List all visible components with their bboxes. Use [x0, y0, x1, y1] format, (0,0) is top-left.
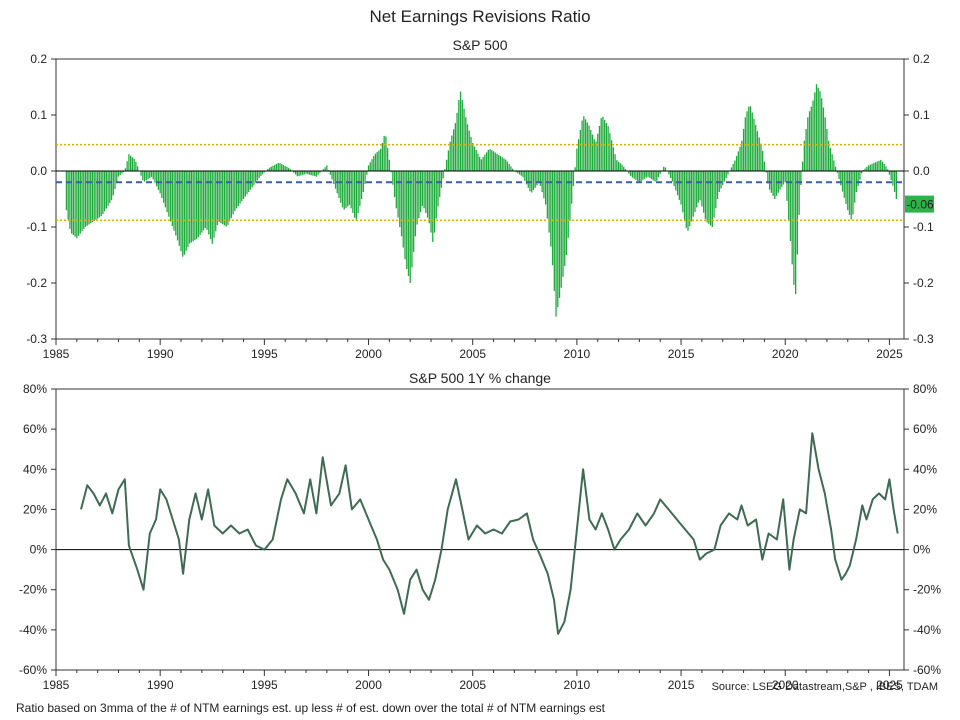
- y-tick-label-left: -0.3: [26, 332, 47, 346]
- last-value-label: -0.06: [906, 198, 934, 212]
- x-tick-label: 2000: [355, 678, 382, 692]
- revisions-x-axis: 1985 1990 1995 2000 2005 2010 2015 2020 2025: [43, 339, 903, 361]
- y-tick-label-right: 0.0: [913, 164, 930, 178]
- x-tick-label: 1990: [147, 678, 174, 692]
- change-x-axis: 1985 1990 1995 2000 2005 2010 2015 2020 2025: [43, 670, 903, 692]
- x-tick-label: 1985: [43, 678, 70, 692]
- y-tick-label-left: 80%: [23, 382, 47, 396]
- sp500-1y-change-series: [80, 432, 899, 635]
- y-tick-label-right: 80%: [913, 382, 937, 396]
- x-tick-label: 2005: [459, 347, 486, 361]
- y-tick-label-left: -0.2: [26, 276, 47, 290]
- revisions-bars: [65, 84, 898, 317]
- x-tick-label: 2005: [459, 678, 486, 692]
- y-tick-label-left: -60%: [19, 663, 47, 677]
- y-tick-label-right: 40%: [913, 462, 937, 476]
- y-tick-label-left: 60%: [23, 422, 47, 436]
- x-tick-label: 2025: [876, 347, 903, 361]
- y-tick-label-left: 0.1: [30, 108, 47, 122]
- change-y-axis: 80% 80% 60% 60% 40% 40% 20% 20% 0% 0% -20% -20% -40%…: [19, 382, 941, 677]
- y-tick-label-right: -0.1: [913, 220, 934, 234]
- y-tick-label-left: 20%: [23, 502, 47, 516]
- sp500-change-line: [80, 432, 899, 635]
- x-tick-label: 2015: [668, 678, 695, 692]
- y-tick-label-right: -0.2: [913, 276, 934, 290]
- y-tick-label-right: 0%: [913, 543, 931, 557]
- x-tick-label: 2015: [668, 347, 695, 361]
- x-tick-label: 1985: [43, 347, 70, 361]
- revisions-plot-area: [55, 58, 905, 340]
- x-tick-label: 2010: [564, 678, 591, 692]
- revisions-y-axis: 0.2 0.2 0.1 0.1 0.0 0.0 -0.1 -0.1 -0.2 -0.2 -0.3 -0…: [26, 52, 934, 346]
- y-tick-label-right: 60%: [913, 422, 937, 436]
- change-panel-subtitle: S&P 500 1Y % change: [409, 370, 551, 386]
- x-tick-label: 2020: [772, 347, 799, 361]
- sp500-change-panel: S&P 500 1Y % change 80% 80% 60% 60% 40% 40% 20…: [19, 370, 941, 692]
- y-tick-label-left: -20%: [19, 583, 47, 597]
- source-note: Source: LSEG Datastream,S&P , IBES, TDAM: [712, 681, 938, 693]
- last-value-badge-box: [905, 195, 934, 213]
- x-tick-label: 2025: [876, 678, 903, 692]
- y-tick-label-right: -0.3: [913, 332, 934, 346]
- revisions-ratio-panel: S&P 500 0.2 0.2 0.1 0.1 0.0 0.0 -0.1 -0.1 -0.2 -0…: [26, 37, 934, 361]
- chart-title: Net Earnings Revisions Ratio: [369, 7, 590, 26]
- y-tick-label-left: 0%: [30, 543, 48, 557]
- x-tick-label: 1990: [147, 347, 174, 361]
- x-tick-label: 1995: [251, 347, 278, 361]
- y-tick-label-right: 20%: [913, 502, 937, 516]
- revisions-panel-subtitle: S&P 500: [452, 37, 507, 53]
- methodology-footnote: Ratio based on 3mma of the # of NTM earn…: [16, 701, 606, 715]
- x-tick-label: 2020: [772, 678, 799, 692]
- change-plot-area: [55, 388, 905, 671]
- y-tick-label-left: 40%: [23, 462, 47, 476]
- last-value-badge: -0.06: [905, 195, 934, 213]
- y-tick-label-right: -40%: [913, 623, 941, 637]
- x-tick-label: 1995: [251, 678, 278, 692]
- revisions-reference-lines: [56, 143, 904, 222]
- y-tick-label-left: 0.0: [30, 164, 47, 178]
- y-tick-label-right: -20%: [913, 583, 941, 597]
- y-tick-label-left: -0.1: [26, 220, 47, 234]
- y-tick-label-right: 0.2: [913, 52, 930, 66]
- x-tick-label: 2010: [564, 347, 591, 361]
- y-tick-label-right: 0.1: [913, 108, 930, 122]
- y-tick-label-left: -40%: [19, 623, 47, 637]
- x-tick-label: 2000: [355, 347, 382, 361]
- y-tick-label-left: 0.2: [30, 52, 47, 66]
- y-tick-label-right: -60%: [913, 663, 941, 677]
